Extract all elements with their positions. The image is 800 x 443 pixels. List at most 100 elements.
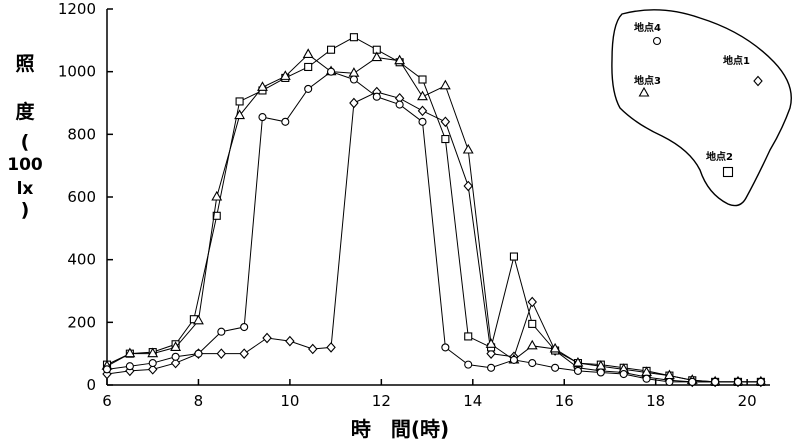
data-point-square [528,319,537,328]
data-point-circle [326,67,336,76]
site-marker-circle [652,36,662,46]
data-point-circle [487,363,496,372]
data-point-diamond [308,343,318,355]
y-axis-title-part: 度 [15,100,35,123]
y-axis-title-part: ( [21,131,30,153]
data-point-triangle [417,90,428,101]
axes: 0 200 400 600 800 1000 1200 6 8 10 12 14 16 18 20 [58,0,770,410]
data-point-circle [349,75,358,84]
data-point-circle [642,374,651,383]
site-label: 地点3 [634,74,661,87]
data-point-square [349,33,358,42]
data-point-diamond [170,357,181,369]
series-circle [102,67,765,386]
data-point-triangle [234,109,246,120]
site-marker-triangle [638,86,650,97]
data-point-square [441,134,450,144]
data-point-circle [596,368,605,377]
data-point-diamond [147,364,158,375]
data-point-triangle [147,347,159,358]
data-point-diamond [285,335,295,347]
site-label: 地点1 [723,54,750,67]
y-tick-label: 200 [67,313,96,331]
y-axis-title: 照度 (100 lx) [7,53,43,221]
data-point-triangle [371,51,383,62]
data-point-square [464,332,473,341]
y-tick-label: 800 [67,125,96,143]
data-point-diamond [326,342,336,353]
x-axis-title: 時 間(時) [351,417,449,441]
data-point-diamond [463,180,473,192]
x-tick-label: 8 [194,392,204,410]
data-point-diamond [440,116,451,128]
data-point-square [212,211,221,220]
data-point-triangle [193,314,204,325]
data-point-circle [733,377,743,386]
data-point-circle [171,352,180,361]
x-tick-label: 16 [555,392,574,410]
data-point-circle [756,377,765,386]
data-point-square [326,45,336,54]
data-point-diamond [527,296,537,308]
data-point-triangle [572,356,584,367]
y-tick-label: 600 [67,188,96,206]
data-point-diamond [216,348,227,359]
data-point-circle [573,366,583,375]
x-tick-label: 10 [280,392,299,410]
data-point-circle [509,355,518,364]
y-axis-title-part: 100 [7,155,43,175]
series-line [106,53,761,383]
data-point-circle [528,359,537,368]
data-point-circle [194,349,203,358]
data-point-circle [441,343,450,352]
data-point-circle [281,117,290,126]
data-point-circle [304,84,313,93]
site-label: 地点2 [706,150,733,163]
data-point-triangle [124,347,136,358]
data-point-diamond [239,348,249,359]
data-point-triangle [462,143,474,154]
data-point-triangle [348,67,360,77]
data-point-square [509,252,518,261]
x-tick-label: 18 [646,392,665,410]
x-tick-label: 14 [463,392,482,410]
data-point-triangle [439,79,451,90]
x-tick-label: 6 [102,392,112,410]
site-label: 地点4 [634,21,661,34]
site-map-outline [611,9,792,207]
data-point-diamond [349,97,359,109]
data-point-circle [395,100,404,109]
data-point-triangle [485,338,497,348]
data-point-circle [619,369,628,379]
data-point-triangle [279,70,291,80]
data-point-triangle [549,342,561,353]
data-point-circle [711,377,720,386]
data-point-circle [125,362,134,371]
y-tick-label: 400 [67,251,96,269]
site-marker-diamond [753,75,763,87]
data-point-diamond [262,332,272,344]
data-point-circle [418,117,427,126]
data-point-circle [372,92,381,101]
y-axis-title-part: ) [21,199,30,221]
data-point-triangle [526,339,538,350]
data-point-circle [240,322,249,332]
data-point-square [304,62,313,72]
data-point-circle [102,365,112,374]
y-tick-label: 0 [86,376,96,394]
data-point-circle [464,360,473,369]
x-tick-label: 12 [372,392,391,410]
data-point-circle [665,377,674,386]
data-point-circle [551,363,560,372]
data-point-triangle [257,81,268,91]
plot-area [101,33,767,388]
data-point-circle [258,113,267,122]
data-point-triangle [170,341,182,351]
data-point-square [235,97,244,106]
y-tick-label: 1000 [58,63,96,81]
data-point-circle [148,359,157,368]
data-point-circle [688,377,697,386]
x-tick-label: 20 [738,392,757,410]
data-point-square [418,75,427,84]
